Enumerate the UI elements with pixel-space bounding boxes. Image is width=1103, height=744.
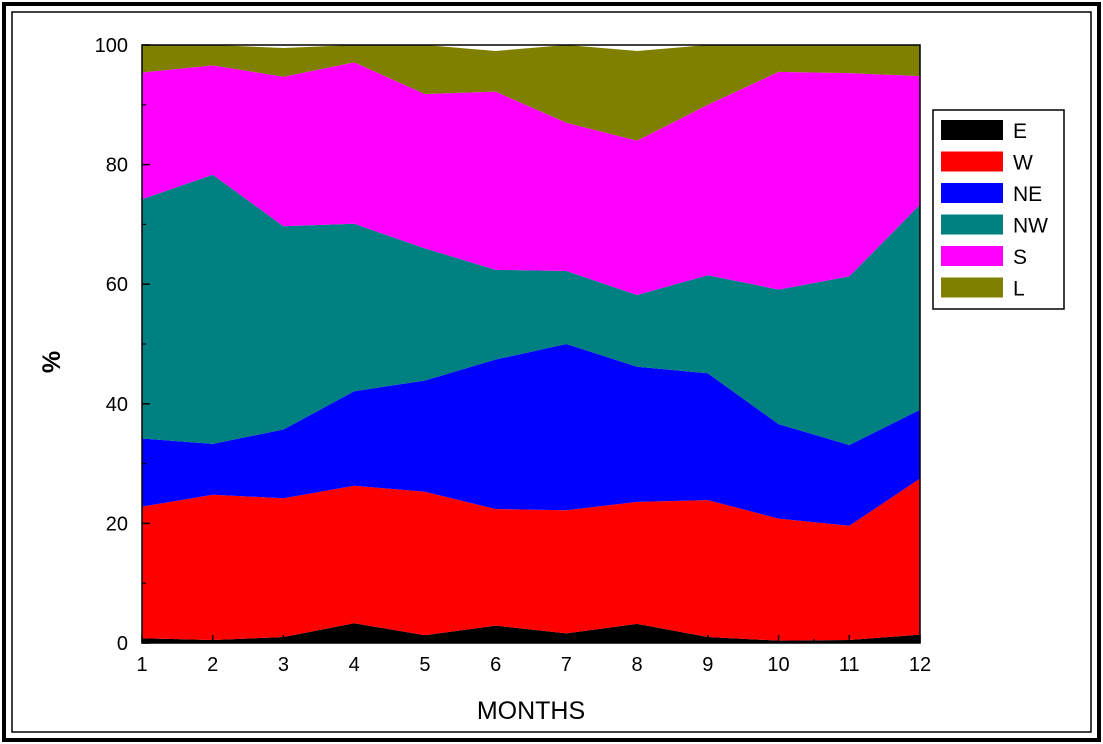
x-axis-label: MONTHS [477,697,585,725]
legend-swatch-l [941,277,1003,298]
area-series-nw [142,174,920,446]
legend-label-e: E [1013,120,1027,143]
legend-swatch-w [941,151,1003,172]
legend-swatch-ne [941,183,1003,203]
x-tick-label: 6 [490,654,501,676]
area-series-l [142,45,920,141]
inner-border [11,11,1092,733]
x-tick-label: 2 [207,654,218,676]
y-tick-label: 60 [106,274,128,296]
legend-swatch-nw [941,214,1003,235]
y-tick-label: 100 [95,35,128,57]
y-tick-label: 80 [106,155,128,177]
x-tick-label: 1 [136,654,147,676]
x-tick-label: 3 [278,654,289,676]
legend-swatch-s [941,246,1003,266]
area-series-s [142,62,920,295]
legend-label-ne: NE [1013,183,1042,206]
area-series-e [142,623,920,643]
legend-label-w: W [1013,152,1033,175]
y-tick-label: 0 [117,633,128,655]
y-axis-label: % [38,351,66,373]
legend-box [932,109,1065,310]
area-series-w [142,478,920,641]
x-tick-label: 9 [702,654,713,676]
legend-label-l: L [1013,278,1025,301]
y-tick-label: 40 [106,394,128,416]
legend-swatch-e [941,120,1003,140]
legend-label-s: S [1013,246,1027,269]
x-tick-label: 12 [909,654,931,676]
x-tick-label: 8 [632,654,643,676]
x-tick-label: 7 [561,654,572,676]
legend: EW NE NW SL [932,109,1065,310]
x-tick-label: 10 [767,654,789,676]
x-tick-label: 4 [349,654,360,676]
x-tick-label: 5 [419,654,430,676]
y-tick-label: 20 [106,513,128,535]
x-tick-label: 11 [839,654,860,676]
legend-label-nw: NW [1013,215,1048,238]
area-series-ne [142,344,920,526]
area-layer [142,45,920,643]
